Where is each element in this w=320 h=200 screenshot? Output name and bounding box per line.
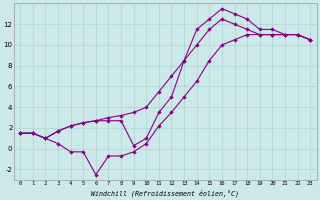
X-axis label: Windchill (Refroidissement éolien,°C): Windchill (Refroidissement éolien,°C) bbox=[91, 189, 239, 197]
